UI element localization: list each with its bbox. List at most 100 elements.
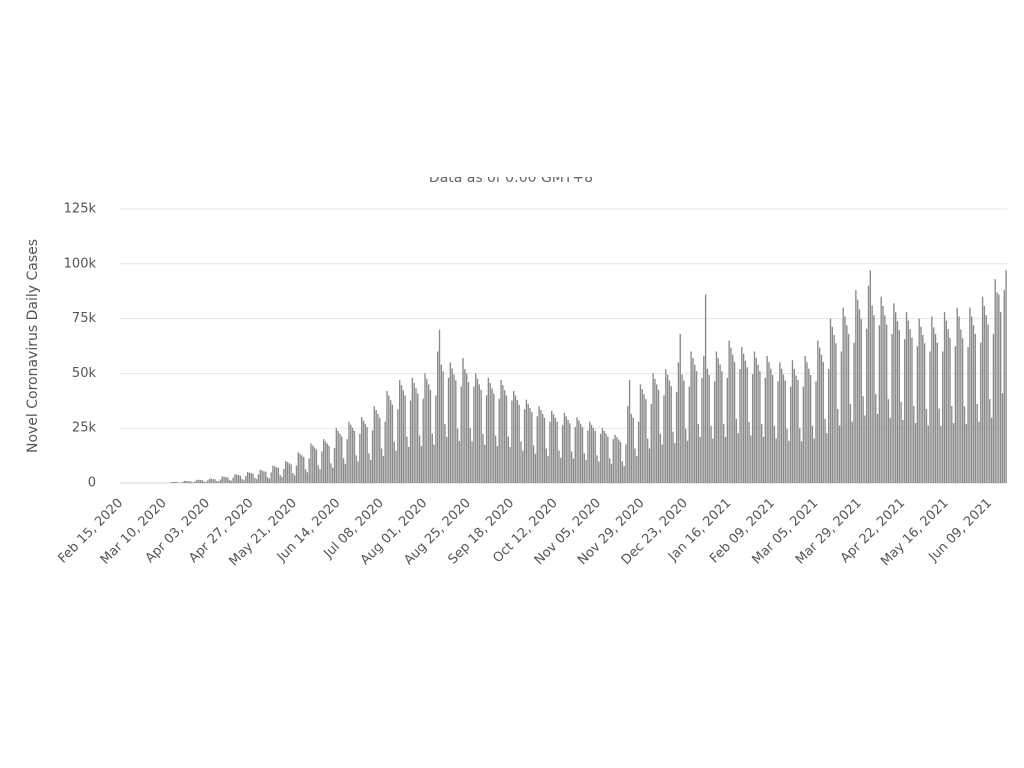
- bar: [360, 417, 363, 483]
- bar: [589, 421, 591, 483]
- bar: [815, 381, 817, 483]
- bar: [598, 461, 600, 483]
- bar: [507, 436, 509, 483]
- bar: [835, 343, 837, 483]
- bar: [301, 455, 303, 483]
- bar: [744, 360, 747, 483]
- bar: [880, 296, 882, 483]
- bar: [943, 312, 946, 483]
- bar: [194, 481, 196, 483]
- bar: [540, 410, 542, 483]
- bar: [961, 338, 964, 483]
- bar: [299, 453, 301, 483]
- bar: [431, 433, 433, 483]
- bar: [704, 294, 707, 483]
- bar: [927, 425, 929, 483]
- bar: [375, 410, 377, 483]
- bar: [335, 428, 338, 483]
- bar: [826, 433, 828, 483]
- bar: [967, 347, 969, 483]
- bar: [569, 423, 571, 483]
- bar: [846, 325, 848, 483]
- bar: [438, 329, 441, 483]
- bar: [529, 408, 531, 483]
- bar: [925, 409, 928, 483]
- bar: [362, 420, 365, 483]
- bar: [308, 458, 310, 483]
- bar: [726, 377, 729, 483]
- bar: [578, 420, 580, 483]
- bar: [181, 482, 184, 483]
- bar: [791, 360, 794, 483]
- bar: [648, 448, 651, 483]
- bar: [502, 385, 504, 483]
- bar: [310, 443, 312, 483]
- bar: [699, 436, 701, 483]
- bar: [831, 326, 834, 483]
- bar: [500, 379, 502, 483]
- bar: [637, 421, 640, 483]
- bar: [641, 389, 643, 483]
- bar: [777, 381, 779, 483]
- bar: [773, 425, 776, 483]
- bar: [934, 333, 937, 483]
- bar: [828, 369, 830, 483]
- bar: [333, 447, 336, 483]
- bar: [893, 303, 895, 483]
- bar: [947, 329, 949, 483]
- chart-subtitle: Data as of 0:00 GMT+8: [429, 170, 593, 186]
- bar: [284, 461, 287, 483]
- bar: [476, 378, 479, 483]
- bar: [351, 427, 354, 483]
- bar: [679, 333, 681, 483]
- bar: [417, 393, 419, 483]
- bar: [900, 402, 902, 483]
- bar: [406, 436, 408, 483]
- bar: [254, 478, 256, 483]
- bar: [882, 305, 884, 483]
- bar: [498, 398, 500, 483]
- bar: [221, 476, 223, 483]
- bar: [321, 451, 323, 483]
- bar: [270, 472, 272, 483]
- bar: [585, 459, 587, 483]
- bar: [965, 423, 967, 483]
- bar: [440, 364, 442, 483]
- bar: [956, 307, 958, 483]
- bar: [587, 430, 589, 483]
- bar: [833, 335, 835, 483]
- bar: [422, 398, 424, 483]
- bar: [449, 362, 452, 483]
- bar: [922, 335, 924, 483]
- bar: [491, 388, 493, 483]
- bar: [398, 379, 401, 483]
- bar: [371, 430, 374, 483]
- bar: [393, 441, 395, 483]
- bar: [379, 417, 381, 483]
- bar: [400, 385, 403, 483]
- bar: [782, 374, 785, 483]
- bar: [536, 416, 538, 483]
- bar: [525, 399, 528, 483]
- bar: [198, 479, 200, 483]
- bar: [958, 316, 960, 483]
- bar: [435, 395, 437, 483]
- bar: [732, 354, 734, 483]
- bar: [556, 421, 558, 483]
- bar: [724, 436, 727, 483]
- bar: [634, 448, 636, 483]
- bar: [867, 285, 870, 483]
- bar: [623, 466, 625, 483]
- bar: [426, 378, 428, 483]
- bar: [654, 378, 656, 483]
- bar: [471, 441, 473, 483]
- y-axis-label: Novel Coronavirus Daily Cases: [25, 239, 41, 453]
- bar: [413, 383, 415, 483]
- bar: [279, 475, 281, 483]
- bar: [543, 417, 546, 483]
- bar: [192, 482, 195, 483]
- bar: [824, 418, 826, 483]
- bar: [234, 474, 236, 483]
- bar: [766, 355, 768, 483]
- bar: [751, 374, 754, 483]
